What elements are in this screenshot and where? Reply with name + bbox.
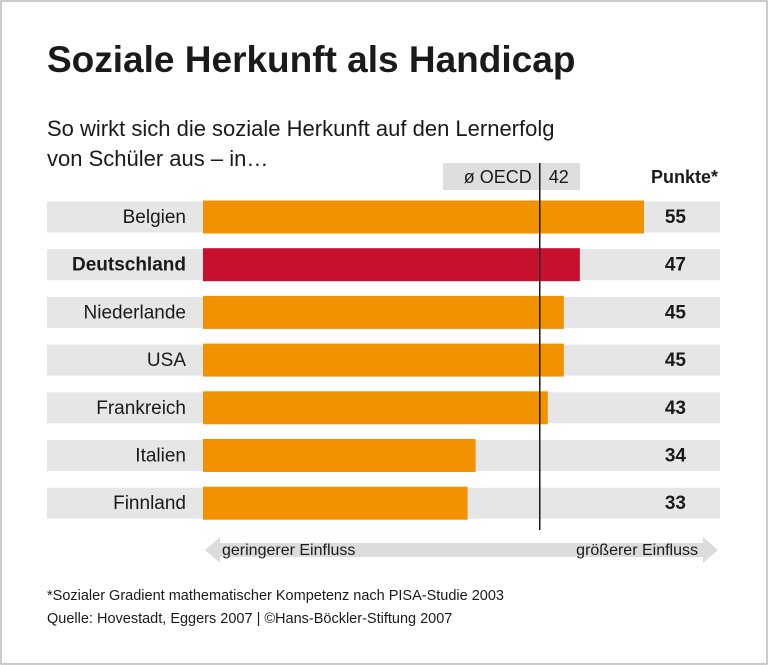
influence-arrow xyxy=(205,537,718,563)
value-label: 33 xyxy=(665,493,686,514)
category-label: Deutschland xyxy=(72,255,186,276)
category-label: Finnland xyxy=(113,493,186,514)
category-label: USA xyxy=(147,350,186,371)
category-label: Italien xyxy=(135,446,186,467)
category-label: Frankreich xyxy=(96,398,186,419)
value-header: Punkte* xyxy=(651,167,718,187)
reference-box xyxy=(443,163,580,190)
value-label: 45 xyxy=(665,302,687,323)
bar xyxy=(203,439,476,472)
subtitle: So wirkt sich die soziale Herkunft auf d… xyxy=(47,116,554,141)
bar xyxy=(203,486,468,520)
category-label: Niederlande xyxy=(84,302,186,323)
footnote: *Sozialer Gradient mathematischer Kompet… xyxy=(47,588,504,604)
arrow-label: geringerer Einfluss xyxy=(222,542,355,559)
subtitle: von Schüler aus – in… xyxy=(47,146,268,171)
bar xyxy=(203,343,564,377)
chart-title: Soziale Herkunft als Handicap xyxy=(47,39,575,80)
reference-value: 42 xyxy=(549,167,569,187)
bar xyxy=(203,391,548,425)
value-label: 43 xyxy=(665,398,686,419)
value-label: 55 xyxy=(665,207,687,228)
value-label: 34 xyxy=(665,446,687,467)
value-label: 47 xyxy=(665,255,686,276)
bar xyxy=(203,248,580,282)
bar xyxy=(203,200,644,234)
reference-label: ø OECD xyxy=(464,167,532,187)
bar xyxy=(203,295,564,329)
arrow-label: größerer Einfluss xyxy=(576,542,698,559)
source: Quelle: Hovestadt, Eggers 2007 | ©Hans-B… xyxy=(47,611,452,627)
category-label: Belgien xyxy=(123,207,186,228)
value-label: 45 xyxy=(665,350,687,371)
